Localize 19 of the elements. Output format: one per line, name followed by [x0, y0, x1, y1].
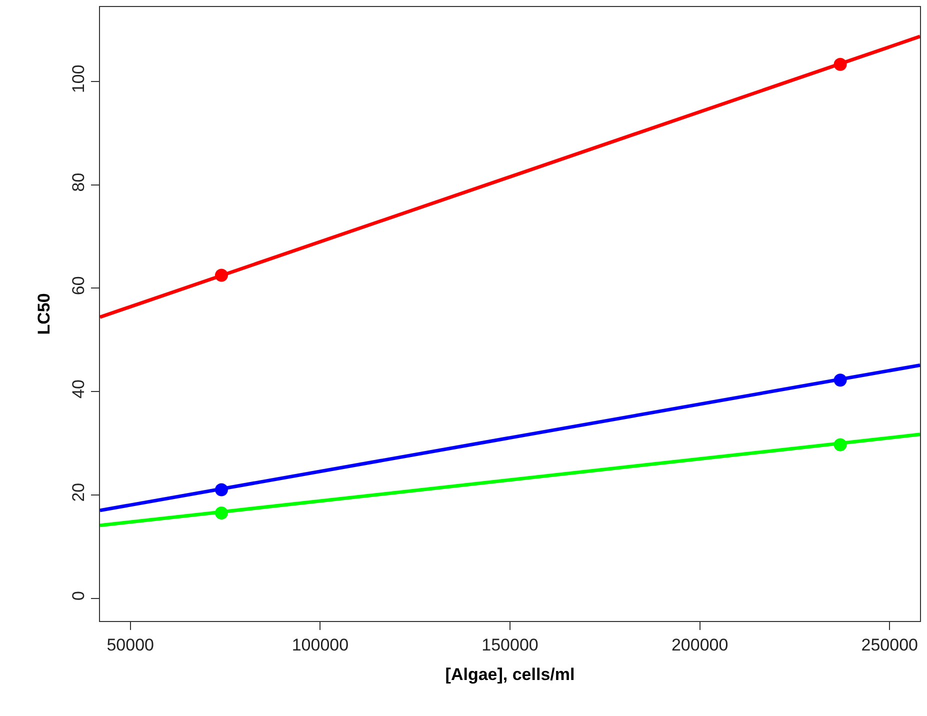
y-tick-label: 100 — [69, 64, 88, 94]
x-tick-label: 250000 — [861, 636, 918, 655]
x-axis-title: [Algae], cells/ml — [445, 664, 575, 684]
x-tick-label: 200000 — [671, 636, 728, 655]
point — [214, 268, 228, 282]
point — [214, 506, 228, 520]
y-tick-label: 20 — [69, 482, 88, 502]
y-axis-title: LC50 — [34, 293, 54, 335]
x-tick-label: 50000 — [106, 636, 154, 655]
y-tick-label: 80 — [69, 172, 88, 192]
x-tick-label: 100000 — [292, 636, 349, 655]
y-tick-label: 0 — [69, 590, 88, 600]
point — [834, 438, 847, 452]
x-tick-label: 150000 — [482, 636, 538, 655]
y-tick-label: 60 — [69, 276, 88, 296]
point — [834, 58, 847, 71]
point — [834, 374, 847, 387]
y-tick-label: 40 — [69, 380, 88, 398]
point — [214, 483, 228, 496]
